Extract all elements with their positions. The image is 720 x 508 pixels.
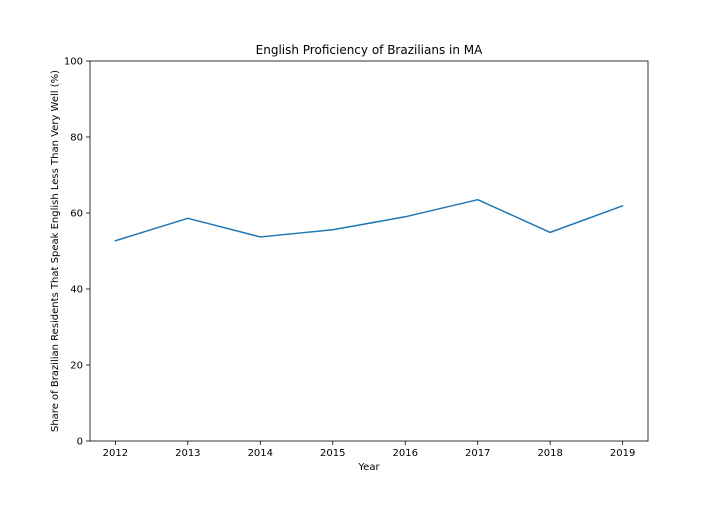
y-tick-label: 80 [70, 133, 83, 144]
y-axis-label: Share of Brazilian Residents That Speak … [50, 70, 61, 432]
chart-title: English Proficiency of Brazilians in MA [256, 43, 484, 57]
x-tick-label: 2018 [537, 448, 562, 459]
y-tick-label: 40 [70, 285, 83, 296]
plot-frame [90, 61, 648, 441]
y-tick-label: 60 [70, 209, 83, 220]
x-tick-label: 2014 [248, 448, 273, 459]
y-tick-label: 100 [64, 57, 83, 68]
x-tick-label: 2016 [393, 448, 418, 459]
x-tick-label: 2019 [610, 448, 635, 459]
x-axis-label: Year [357, 462, 380, 473]
x-tick-label: 2012 [103, 448, 128, 459]
x-tick-label: 2015 [320, 448, 345, 459]
series-line [115, 200, 622, 241]
plot-area: 2012 2013 2014 2015 2016 2017 2018 2019 0 20 40 60 8… [64, 57, 648, 460]
x-tick-label: 2017 [465, 448, 490, 459]
y-tick-label: 0 [77, 437, 83, 448]
y-tick-label: 20 [70, 361, 83, 372]
x-tick-label: 2013 [175, 448, 200, 459]
